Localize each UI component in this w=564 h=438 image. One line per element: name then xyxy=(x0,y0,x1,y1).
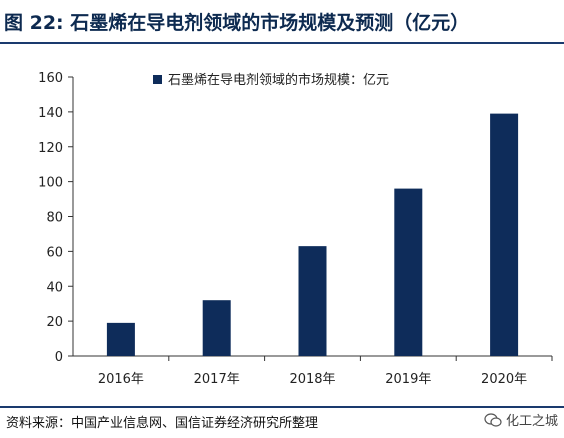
chart-legend: 石墨烯在导电剂领域的市场规模：亿元 xyxy=(153,72,389,88)
x-tick-label: 2019年 xyxy=(385,372,431,387)
y-tick-label: 160 xyxy=(38,71,63,86)
y-tick-label: 20 xyxy=(46,315,63,330)
y-tick-label: 60 xyxy=(46,245,63,260)
x-tick-label: 2020年 xyxy=(481,372,527,387)
bar xyxy=(106,322,135,356)
bar xyxy=(202,300,231,356)
x-tick-label: 2016年 xyxy=(98,372,144,387)
y-tick-label: 120 xyxy=(38,141,63,156)
x-tick-label: 2017年 xyxy=(194,372,240,387)
x-tick-labels: 2016年 2017年 2018年 2019年 2020年 xyxy=(98,372,527,387)
y-tick-label: 140 xyxy=(38,106,63,121)
y-tick-label: 0 xyxy=(55,350,63,365)
figure-title: 图 22: 石墨烯在导电剂领域的市场规模及预测（亿元） xyxy=(4,12,470,34)
watermark-text: 化工之城 xyxy=(505,414,558,429)
legend-swatch xyxy=(153,75,162,84)
bar-series xyxy=(106,113,519,357)
y-tick-label: 80 xyxy=(46,211,63,226)
watermark: 化工之城 xyxy=(484,410,558,429)
title-divider xyxy=(0,42,564,44)
figure-header: 图 22: 石墨烯在导电剂领域的市场规模及预测（亿元） xyxy=(0,0,564,42)
footer-divider xyxy=(0,406,564,408)
x-tick-label: 2018年 xyxy=(289,372,335,387)
bar xyxy=(490,113,519,357)
y-tick-label: 40 xyxy=(46,280,63,295)
bar xyxy=(394,188,423,356)
legend-label: 石墨烯在导电剂领域的市场规模：亿元 xyxy=(168,72,389,88)
y-tick-label: 100 xyxy=(38,176,63,191)
y-tick-labels: 0 20 40 60 80 100 120 140 160 xyxy=(38,71,63,365)
source-note: 资料来源：中国产业信息网、国信证券经济研究所整理 xyxy=(6,416,319,431)
wechat-icon xyxy=(484,412,502,427)
bar xyxy=(298,246,327,356)
